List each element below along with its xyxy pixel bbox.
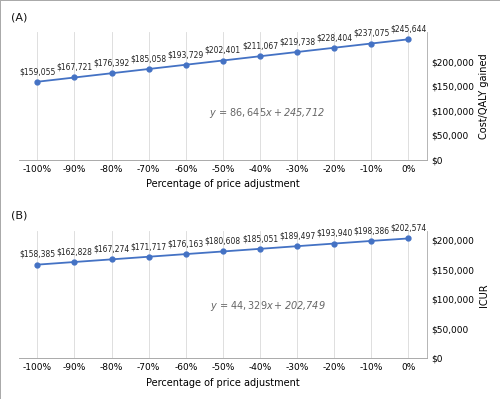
Text: $162,828: $162,828 <box>56 247 92 256</box>
Text: $193,940: $193,940 <box>316 229 352 238</box>
Text: $219,738: $219,738 <box>279 37 315 46</box>
X-axis label: Percentage of price adjustment: Percentage of price adjustment <box>146 378 300 388</box>
Y-axis label: Cost/QALY gained: Cost/QALY gained <box>479 53 489 139</box>
Text: $185,051: $185,051 <box>242 234 278 243</box>
Text: $193,729: $193,729 <box>168 50 204 59</box>
Text: $180,608: $180,608 <box>205 237 241 246</box>
Y-axis label: ICUR: ICUR <box>479 283 489 306</box>
Text: $198,386: $198,386 <box>353 226 390 235</box>
Text: $159,055: $159,055 <box>19 67 56 76</box>
Text: $202,401: $202,401 <box>205 46 241 55</box>
Text: $167,721: $167,721 <box>56 63 92 72</box>
Text: $245,644: $245,644 <box>390 25 426 34</box>
Text: $171,717: $171,717 <box>130 242 166 251</box>
Text: $228,404: $228,404 <box>316 33 352 42</box>
Text: $202,574: $202,574 <box>390 224 426 233</box>
X-axis label: Percentage of price adjustment: Percentage of price adjustment <box>146 179 300 189</box>
Text: $176,392: $176,392 <box>94 59 130 67</box>
Text: $189,497: $189,497 <box>279 231 315 241</box>
Text: y = $44,329x + $202,749: y = $44,329x + $202,749 <box>210 299 325 313</box>
Text: $167,274: $167,274 <box>94 245 130 254</box>
Text: $158,385: $158,385 <box>20 250 56 259</box>
Text: (B): (B) <box>10 211 27 221</box>
Text: $211,067: $211,067 <box>242 41 278 51</box>
Text: $185,058: $185,058 <box>130 54 166 63</box>
Text: $237,075: $237,075 <box>353 29 390 38</box>
Text: y = $86,645x + $245,712: y = $86,645x + $245,712 <box>210 106 326 120</box>
Text: $176,163: $176,163 <box>168 239 204 248</box>
Text: (A): (A) <box>10 12 27 22</box>
